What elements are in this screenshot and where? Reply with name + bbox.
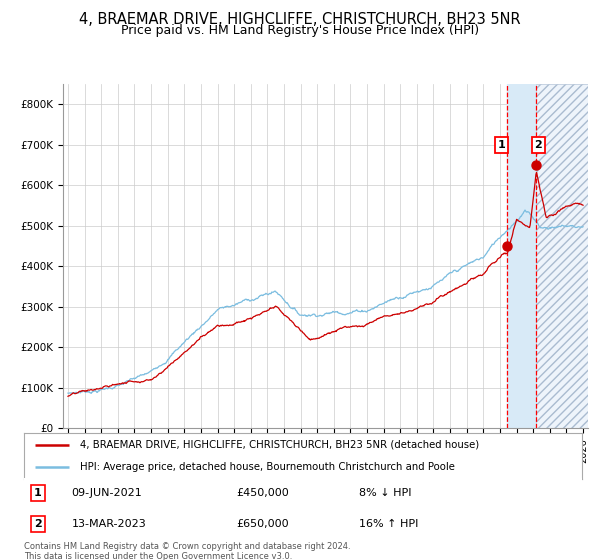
Bar	[536, 84, 599, 428]
Text: 1: 1	[34, 488, 42, 498]
Text: £650,000: £650,000	[236, 519, 289, 529]
Bar	[507, 84, 536, 428]
Text: Contains HM Land Registry data © Crown copyright and database right 2024.
This d: Contains HM Land Registry data © Crown c…	[24, 542, 350, 560]
Text: 09-JUN-2021: 09-JUN-2021	[71, 488, 142, 498]
Text: 2: 2	[534, 140, 542, 150]
Text: 4, BRAEMAR DRIVE, HIGHCLIFFE, CHRISTCHURCH, BH23 5NR: 4, BRAEMAR DRIVE, HIGHCLIFFE, CHRISTCHUR…	[79, 12, 521, 27]
Text: 8% ↓ HPI: 8% ↓ HPI	[359, 488, 412, 498]
Text: 2: 2	[34, 519, 42, 529]
Text: 1: 1	[498, 140, 505, 150]
Text: 4, BRAEMAR DRIVE, HIGHCLIFFE, CHRISTCHURCH, BH23 5NR (detached house): 4, BRAEMAR DRIVE, HIGHCLIFFE, CHRISTCHUR…	[80, 440, 479, 450]
Text: 16% ↑ HPI: 16% ↑ HPI	[359, 519, 418, 529]
Text: £450,000: £450,000	[236, 488, 289, 498]
Text: HPI: Average price, detached house, Bournemouth Christchurch and Poole: HPI: Average price, detached house, Bour…	[80, 462, 455, 472]
Text: Price paid vs. HM Land Registry's House Price Index (HPI): Price paid vs. HM Land Registry's House …	[121, 24, 479, 36]
Text: 13-MAR-2023: 13-MAR-2023	[71, 519, 146, 529]
Bar	[536, 84, 599, 428]
